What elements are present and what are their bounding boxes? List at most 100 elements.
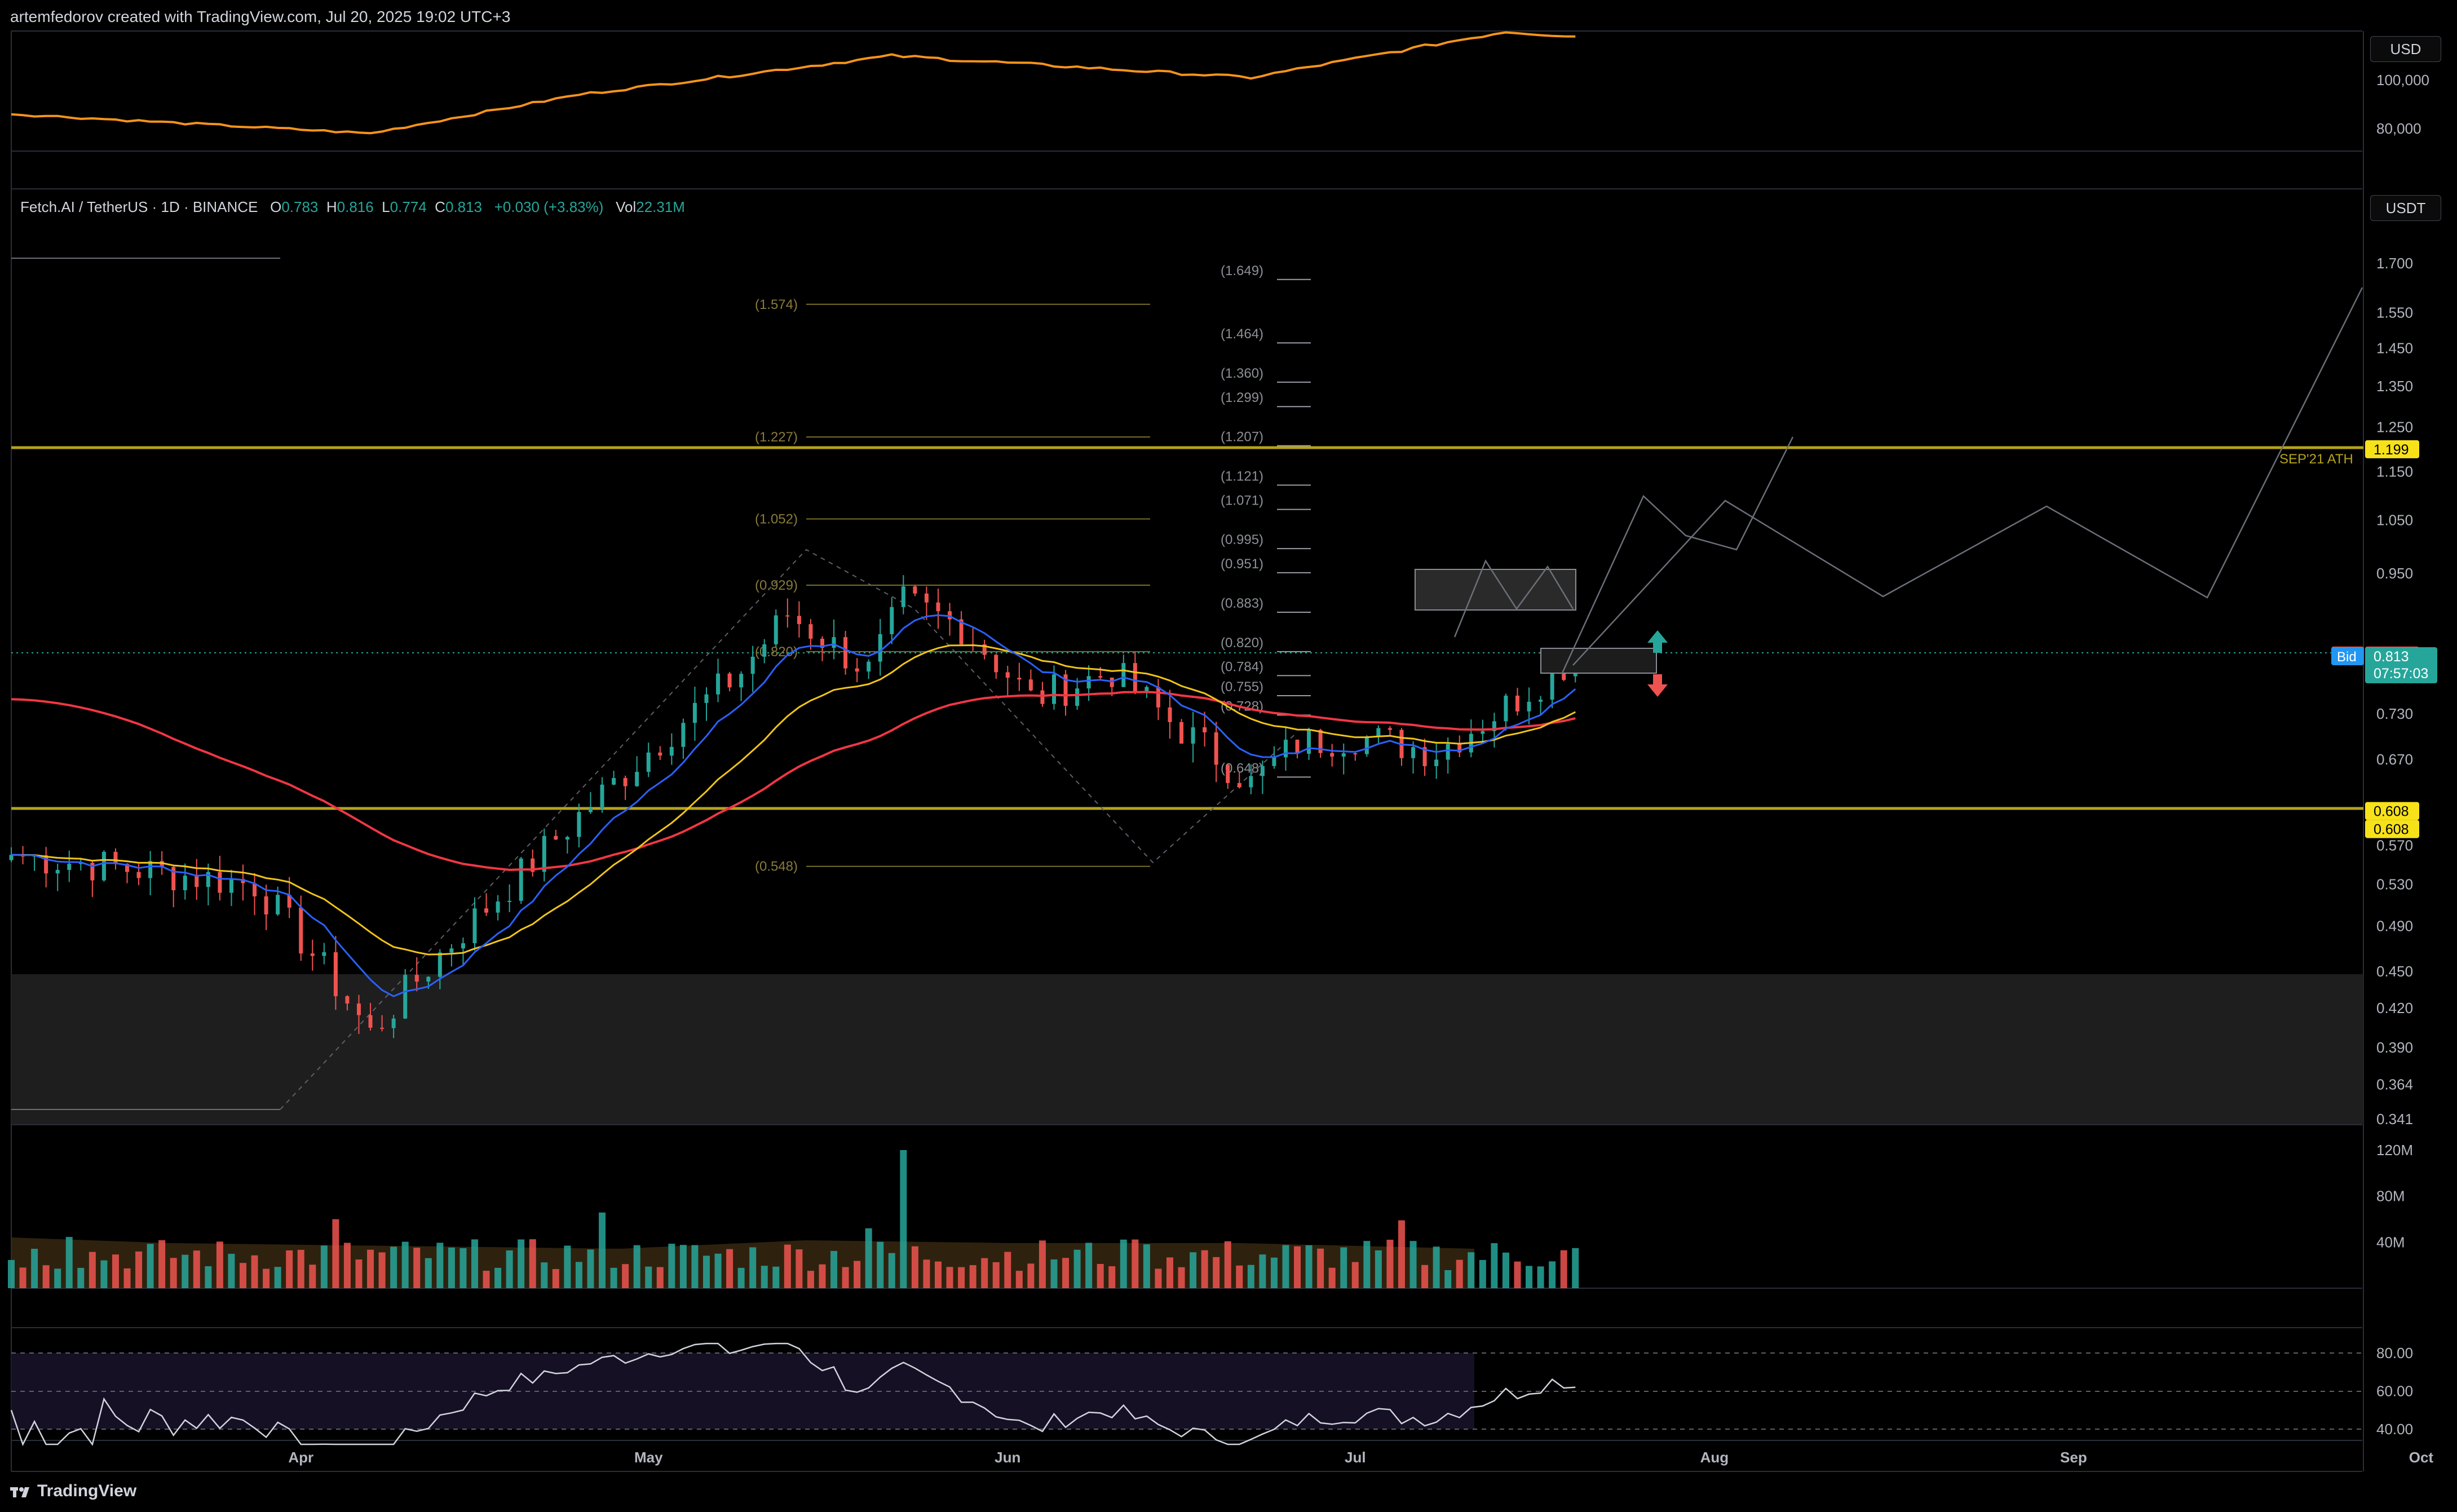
btc-tick-label: 100,000 bbox=[2376, 72, 2429, 89]
rsi-line bbox=[10, 1342, 1576, 1447]
time-axis-label: Sep bbox=[2060, 1449, 2087, 1466]
candle-body bbox=[229, 879, 233, 893]
candle-body bbox=[1098, 676, 1103, 678]
candle bbox=[971, 627, 975, 651]
candle-body bbox=[1237, 782, 1241, 788]
candle bbox=[913, 585, 917, 596]
price-tag-value: 1.199 bbox=[2374, 442, 2409, 458]
volume-bar bbox=[135, 1251, 143, 1288]
volume-bar bbox=[1155, 1268, 1162, 1288]
candle-body bbox=[646, 752, 651, 772]
candle-body bbox=[727, 673, 732, 688]
candle bbox=[1284, 727, 1288, 771]
candle bbox=[345, 995, 350, 1011]
price-tag-bg bbox=[2365, 440, 2419, 458]
candle-body bbox=[577, 812, 581, 837]
volume-bar bbox=[506, 1250, 513, 1288]
volume-bar bbox=[1062, 1258, 1070, 1288]
candle-body bbox=[669, 746, 674, 756]
candle-body bbox=[982, 644, 987, 655]
main-currency-button[interactable]: USDT bbox=[2370, 195, 2441, 221]
demand-zone bbox=[11, 974, 2363, 1124]
candle bbox=[1226, 764, 1230, 789]
volume-bar bbox=[42, 1265, 50, 1288]
volume-bar bbox=[1108, 1266, 1116, 1288]
candle bbox=[1411, 741, 1416, 774]
candle bbox=[32, 855, 37, 871]
candle bbox=[519, 857, 523, 904]
volume-bar bbox=[1120, 1239, 1127, 1288]
candle-body bbox=[276, 895, 280, 915]
price-tag-key: Bid bbox=[2337, 649, 2357, 665]
volume-bar bbox=[633, 1245, 640, 1288]
volume-bar bbox=[413, 1248, 421, 1288]
candle bbox=[565, 835, 569, 854]
volume-bar bbox=[1178, 1267, 1185, 1288]
candle-body bbox=[1156, 687, 1160, 708]
candle bbox=[1422, 739, 1427, 776]
candle-body bbox=[565, 837, 569, 840]
volume-tick-label: 80M bbox=[2376, 1188, 2405, 1205]
volume-bar bbox=[1444, 1270, 1452, 1288]
candle-body bbox=[136, 872, 141, 878]
price-tags: 1.1990.814Ask0.813Bid0.81307:57:030.6080… bbox=[2331, 440, 2437, 838]
volume-bar bbox=[19, 1267, 26, 1288]
candle bbox=[1387, 726, 1392, 736]
candle bbox=[1075, 678, 1080, 710]
candle-body bbox=[797, 616, 801, 625]
candle bbox=[44, 847, 48, 888]
candle-body bbox=[1515, 695, 1519, 711]
volume-bar bbox=[865, 1228, 872, 1288]
candle bbox=[577, 803, 581, 848]
candle-body bbox=[496, 901, 500, 913]
candle bbox=[9, 847, 14, 863]
btc-currency-button[interactable]: USD bbox=[2370, 36, 2441, 62]
volume-bar bbox=[1085, 1243, 1093, 1288]
candle bbox=[1295, 739, 1300, 759]
candle-body bbox=[600, 784, 604, 809]
candle-body bbox=[1353, 753, 1358, 755]
volume-bar bbox=[1305, 1245, 1313, 1288]
fib-left-label: (1.227) bbox=[755, 430, 798, 445]
volume-bar bbox=[564, 1245, 571, 1288]
ema-slow-line bbox=[11, 691, 1576, 872]
volume-bar bbox=[1143, 1244, 1150, 1288]
candle bbox=[414, 957, 419, 992]
candle-body bbox=[878, 634, 882, 662]
candle-body bbox=[1121, 663, 1126, 687]
volume-bar bbox=[877, 1241, 884, 1288]
candle-body bbox=[1318, 730, 1323, 753]
candle bbox=[449, 944, 454, 967]
volume-bar bbox=[1514, 1261, 1521, 1288]
candle-body bbox=[843, 637, 848, 669]
symbol-name[interactable]: Fetch.AI / TetherUS · 1D · BINANCE bbox=[20, 198, 258, 215]
candle bbox=[1063, 670, 1068, 716]
price-tick-label: 1.250 bbox=[2376, 419, 2413, 436]
high-key: H bbox=[326, 198, 337, 215]
rsi-tick-label: 40.00 bbox=[2376, 1421, 2413, 1438]
volume-bar bbox=[1421, 1265, 1429, 1288]
candle bbox=[1457, 735, 1462, 758]
candle bbox=[1399, 728, 1404, 766]
candle bbox=[183, 863, 187, 900]
candle-body bbox=[913, 586, 917, 594]
volume-bar bbox=[1213, 1257, 1220, 1288]
volume-bar bbox=[1166, 1257, 1173, 1288]
fib-right-label: (1.464) bbox=[1221, 326, 1263, 342]
candle bbox=[55, 863, 60, 891]
volume-bar bbox=[1270, 1257, 1278, 1288]
volume-bar bbox=[401, 1241, 409, 1288]
tradingview-logo[interactable]: TradingView bbox=[10, 1482, 136, 1501]
candle bbox=[924, 586, 929, 620]
candle-body bbox=[1330, 753, 1334, 757]
price-tag: 1.199 bbox=[2365, 440, 2419, 458]
candle-body bbox=[264, 896, 268, 915]
candle-body bbox=[1203, 727, 1207, 733]
candle-body bbox=[414, 975, 419, 982]
volume-bar bbox=[575, 1262, 582, 1288]
volume-bar bbox=[1247, 1265, 1254, 1288]
candle bbox=[1330, 744, 1334, 767]
volume-bar bbox=[65, 1237, 73, 1288]
candle-body bbox=[1295, 740, 1300, 754]
